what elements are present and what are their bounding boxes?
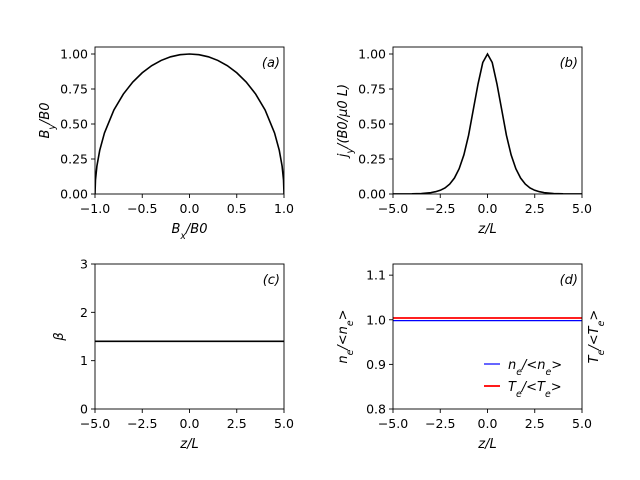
x-tick-label-a-0: −1.0 — [80, 201, 110, 216]
series-line-a-0 — [95, 53, 284, 194]
x-tick-label-a-1: −0.5 — [127, 201, 157, 216]
y-tick-label-b-4: 1.00 — [358, 47, 386, 62]
y-tick-label-d-0: 0.8 — [366, 402, 386, 417]
x-tick-label-c-3: 2.5 — [227, 416, 247, 431]
legend-label-1: Te/<Te> — [508, 380, 562, 400]
x-tick-label-d-0: −5.0 — [378, 416, 408, 431]
x-tick-label-c-2: 0.0 — [180, 416, 200, 431]
x-tick-label-b-1: −2.5 — [425, 201, 455, 216]
panel-c: −5.0 −2.5 0.0 2.5 5.0 0 1 2 3 z/L β (c) — [52, 257, 294, 453]
y-tick-label-d-3: 1.1 — [366, 268, 386, 283]
x-axis-label-c: z/L — [179, 437, 198, 452]
y-tick-label-d-2: 1.0 — [366, 312, 386, 327]
panel-label-b: (b) — [560, 56, 578, 71]
x-tick-label-d-1: −2.5 — [425, 416, 455, 431]
y-tick-label-c-0: 0 — [80, 402, 88, 417]
x-tick-label-d-2: 0.0 — [478, 416, 498, 431]
x-tick-label-d-3: 2.5 — [525, 416, 545, 431]
x-tick-label-a-3: 0.5 — [227, 201, 247, 216]
panel-label-a: (a) — [262, 56, 280, 71]
x-tick-label-a-2: 0.0 — [180, 201, 200, 216]
x-tick-label-c-1: −2.5 — [127, 416, 157, 431]
y-axis-right-label-d: Te/<Te> — [587, 310, 607, 364]
legend-d: ne/<ne>Te/<Te> — [484, 358, 562, 400]
y-tick-label-b-3: 0.75 — [358, 82, 386, 97]
y-tick-label-a-4: 1.00 — [60, 47, 88, 62]
y-tick-label-d-1: 0.9 — [366, 357, 386, 372]
y-axis-label-b: jy/(B0/μ0 L) — [336, 84, 356, 159]
x-tick-label-b-4: 5.0 — [572, 201, 592, 216]
panel-label-c: (c) — [263, 273, 280, 288]
x-axis-label-a: Bx/B0 — [171, 222, 207, 242]
x-tick-label-b-0: −5.0 — [378, 201, 408, 216]
panel-a: −1.0 −0.5 0.0 0.5 1.0 0.00 0.25 0.50 0.75 1.00 Bx/… — [38, 47, 294, 242]
y-tick-label-c-2: 2 — [80, 305, 88, 320]
y-tick-label-b-1: 0.25 — [358, 152, 386, 167]
y-tick-label-c-1: 1 — [80, 353, 88, 368]
x-tick-label-d-4: 5.0 — [572, 416, 592, 431]
y-tick-label-b-0: 0.00 — [358, 187, 386, 202]
y-tick-label-c-3: 3 — [80, 257, 88, 272]
y-tick-label-a-2: 0.50 — [60, 117, 88, 132]
y-axis-label-c: β — [52, 332, 67, 341]
panel-d: −5.0 −2.5 0.0 2.5 5.00.80.91.01.1z/Lne/<ne>T… — [336, 263, 607, 452]
panel-label-d: (d) — [560, 273, 578, 288]
y-axis-label-a: By/B0 — [38, 102, 58, 138]
x-tick-label-b-2: 0.0 — [478, 201, 498, 216]
y-axis-label-d: ne/<ne> — [336, 309, 356, 363]
x-axis-label-d: z/L — [477, 437, 496, 452]
y-tick-label-a-1: 0.25 — [60, 152, 88, 167]
x-axis-label-b: z/L — [477, 222, 496, 237]
x-tick-label-c-4: 5.0 — [274, 416, 294, 431]
x-tick-label-a-4: 1.0 — [274, 201, 294, 216]
x-tick-label-b-3: 2.5 — [525, 201, 545, 216]
legend-label-0: ne/<ne> — [508, 358, 562, 378]
x-tick-label-c-0: −5.0 — [80, 416, 110, 431]
y-tick-label-b-2: 0.50 — [358, 117, 386, 132]
series-line-b-0 — [393, 52, 582, 194]
panel-b: −5.0 −2.5 0.0 2.5 5.0 0.00 0.25 0.50 0.75 1.00 z/L… — [336, 47, 592, 238]
y-tick-label-a-3: 0.75 — [60, 82, 88, 97]
y-tick-label-a-0: 0.00 — [60, 187, 88, 202]
